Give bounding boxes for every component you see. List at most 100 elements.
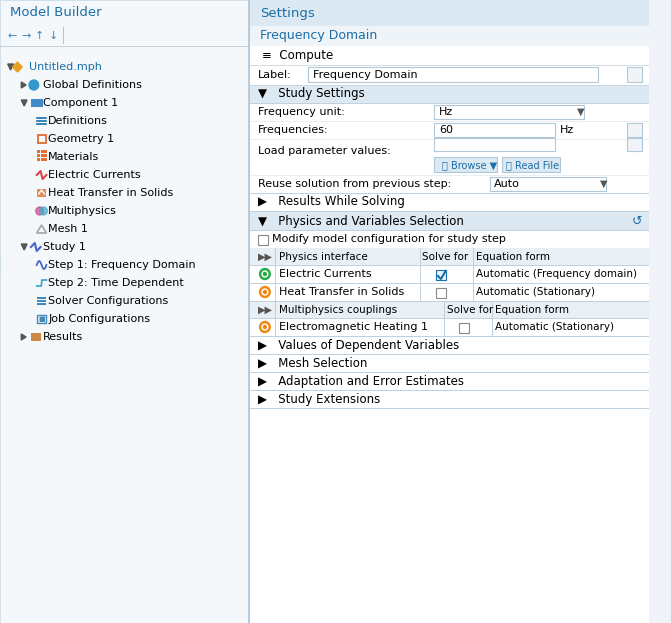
Text: Auto: Auto: [494, 179, 520, 189]
Bar: [0, 0, 250, 623]
Text: Component 1: Component 1: [42, 98, 117, 108]
Bar: [0, 0, 250, 26]
Text: Reuse solution from previous step:: Reuse solution from previous step:: [258, 179, 452, 189]
Text: Load parameter values:: Load parameter values:: [258, 146, 391, 156]
Text: Automatic (Stationary): Automatic (Stationary): [495, 322, 614, 332]
Bar: [250, 121, 649, 139]
Text: Equation form: Equation form: [476, 252, 550, 262]
Text: Electric Currents: Electric Currents: [279, 269, 372, 279]
Text: Solver Configurations: Solver Configurations: [48, 296, 168, 306]
Bar: [37, 158, 40, 161]
Bar: [627, 123, 642, 137]
Circle shape: [260, 269, 270, 280]
Polygon shape: [21, 334, 26, 340]
Bar: [0, 256, 250, 274]
Text: Results: Results: [42, 332, 83, 342]
Bar: [31, 100, 35, 103]
Circle shape: [262, 324, 268, 330]
Bar: [627, 67, 642, 82]
Circle shape: [264, 290, 266, 293]
Text: Electromagnetic Heating 1: Electromagnetic Heating 1: [279, 322, 428, 332]
Text: Global Definitions: Global Definitions: [42, 80, 142, 90]
Bar: [41, 150, 44, 153]
Bar: [0, 0, 250, 623]
Text: Materials: Materials: [48, 152, 99, 162]
Circle shape: [260, 321, 270, 333]
Text: ▶   Results While Solving: ▶ Results While Solving: [258, 196, 405, 209]
Text: Automatic (Stationary): Automatic (Stationary): [476, 287, 595, 297]
Text: ▶   Values of Dependent Variables: ▶ Values of Dependent Variables: [258, 338, 460, 351]
Bar: [37, 300, 46, 302]
Text: Solve for: Solve for: [423, 252, 469, 262]
Bar: [44, 158, 48, 161]
Text: Study 1: Study 1: [42, 242, 85, 252]
Bar: [41, 154, 44, 157]
Text: Multiphysics couplings: Multiphysics couplings: [279, 305, 397, 315]
Text: Modify model configuration for study step: Modify model configuration for study ste…: [272, 234, 505, 244]
Text: Frequency Domain: Frequency Domain: [313, 70, 418, 80]
Polygon shape: [8, 64, 13, 70]
Bar: [434, 138, 555, 151]
Bar: [250, 336, 649, 354]
Circle shape: [262, 289, 268, 295]
Text: ▼   Study Settings: ▼ Study Settings: [258, 87, 365, 100]
Text: ↑: ↑: [35, 31, 44, 41]
Text: Step 1: Frequency Domain: Step 1: Frequency Domain: [48, 260, 196, 270]
Bar: [250, 0, 649, 26]
Bar: [37, 150, 40, 153]
Bar: [250, 390, 649, 408]
Text: 📁 Browse ▼: 📁 Browse ▼: [442, 160, 497, 170]
Text: Multiphysics: Multiphysics: [48, 206, 117, 216]
Bar: [0, 26, 250, 46]
Text: Frequencies:: Frequencies:: [258, 125, 329, 135]
Bar: [250, 372, 649, 390]
Text: Geometry 1: Geometry 1: [48, 134, 115, 144]
Text: ■: ■: [39, 316, 46, 322]
Bar: [258, 235, 268, 245]
Bar: [250, 193, 649, 211]
Text: Solve for: Solve for: [447, 305, 493, 315]
Bar: [37, 303, 46, 305]
Bar: [250, 0, 649, 623]
Bar: [436, 288, 446, 298]
Text: ≡  Compute: ≡ Compute: [262, 49, 333, 62]
Text: ▶   Adaptation and Error Estimates: ▶ Adaptation and Error Estimates: [258, 374, 464, 388]
Bar: [434, 157, 497, 172]
Polygon shape: [21, 82, 26, 88]
Polygon shape: [21, 244, 27, 250]
Circle shape: [264, 325, 266, 328]
Bar: [250, 65, 649, 85]
Bar: [250, 283, 649, 301]
Bar: [44, 154, 48, 157]
Bar: [250, 46, 649, 65]
Text: ▶▶: ▶▶: [258, 252, 273, 262]
Text: ←: ←: [8, 31, 17, 41]
Text: Hz: Hz: [560, 125, 574, 135]
Bar: [31, 333, 41, 341]
Text: ↓: ↓: [48, 31, 58, 41]
Text: Untitled.mph: Untitled.mph: [29, 62, 102, 72]
Bar: [37, 315, 46, 323]
Text: ▶   Mesh Selection: ▶ Mesh Selection: [258, 356, 368, 369]
Text: Settings: Settings: [260, 6, 315, 19]
Text: ▼: ▼: [577, 107, 584, 117]
Bar: [436, 270, 446, 280]
Text: ▼: ▼: [601, 179, 608, 189]
Text: Equation form: Equation form: [495, 305, 569, 315]
Bar: [31, 99, 42, 107]
Circle shape: [29, 80, 39, 90]
Bar: [434, 105, 584, 119]
Circle shape: [264, 272, 266, 275]
Bar: [250, 175, 649, 193]
Bar: [627, 138, 642, 151]
Text: 60: 60: [439, 125, 453, 135]
Bar: [502, 157, 560, 172]
Text: Label:: Label:: [258, 70, 292, 80]
Circle shape: [262, 271, 268, 277]
Bar: [41, 158, 44, 161]
Text: Hz: Hz: [439, 107, 453, 117]
Text: ↺: ↺: [631, 214, 642, 227]
Text: Heat Transfer in Solids: Heat Transfer in Solids: [279, 287, 405, 297]
Bar: [37, 189, 46, 197]
Bar: [309, 67, 599, 82]
